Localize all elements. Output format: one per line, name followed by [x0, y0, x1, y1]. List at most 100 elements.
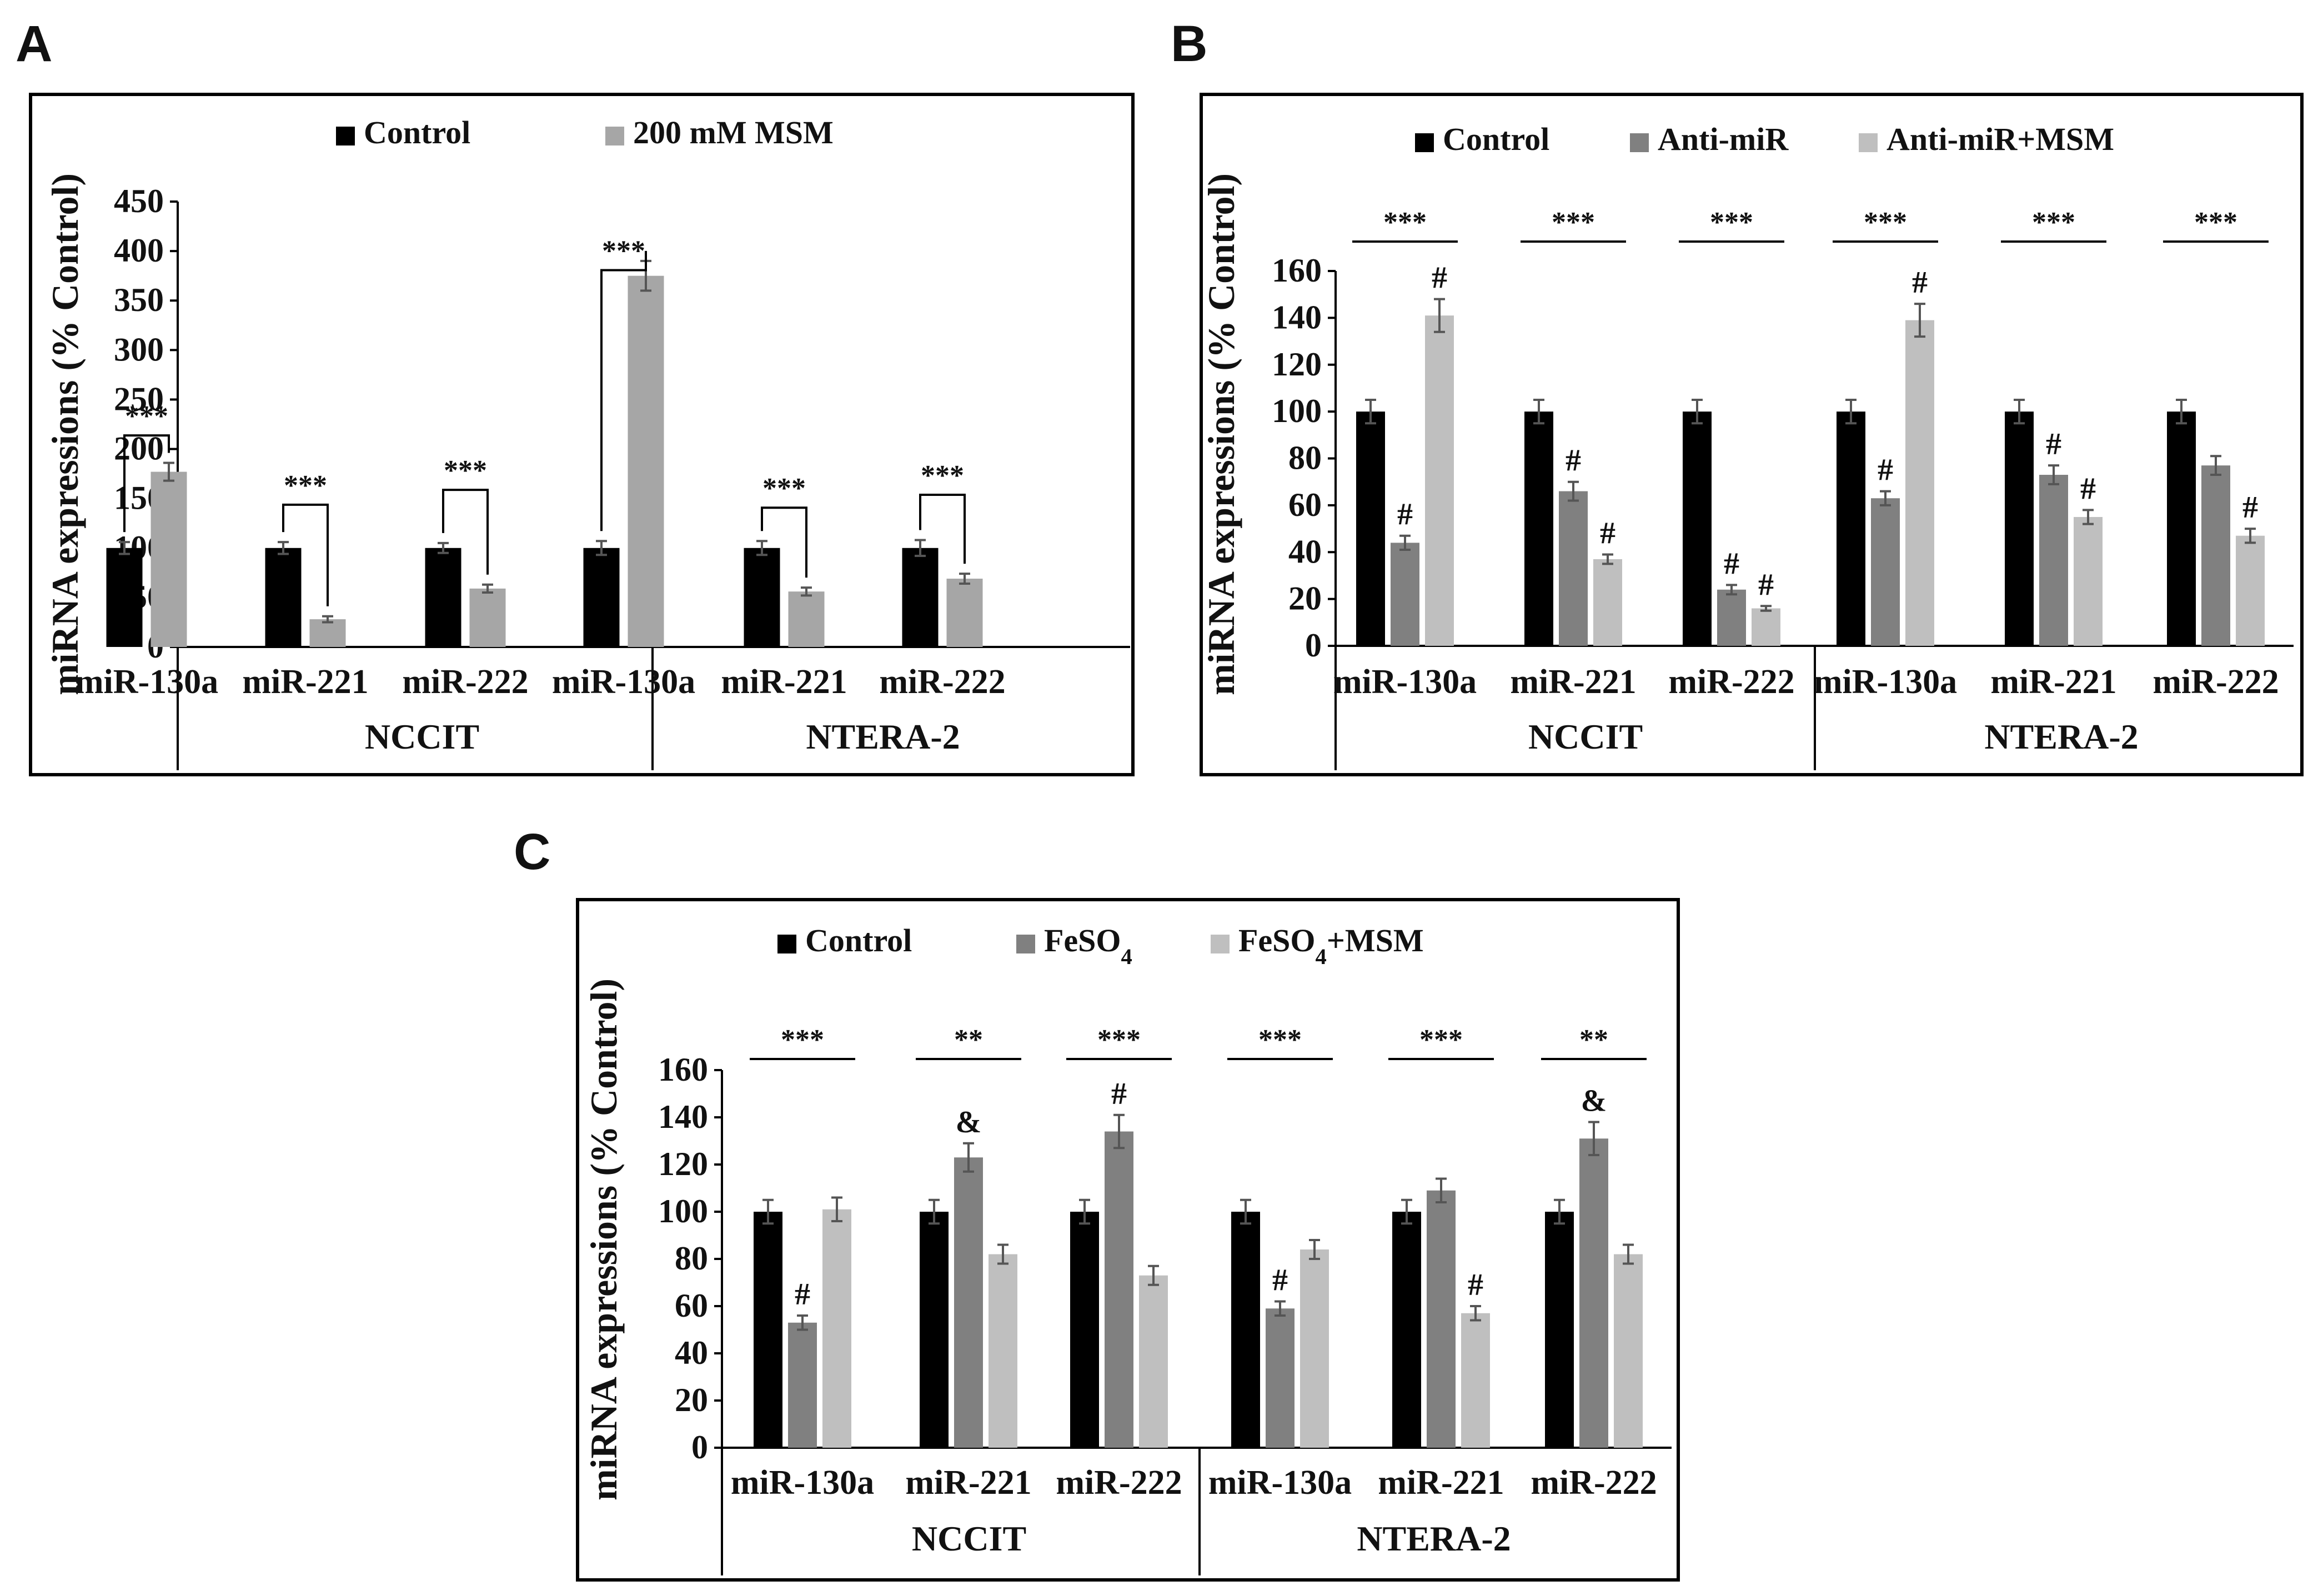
significance-stars: *** [1097, 1024, 1141, 1056]
legend-label: Anti-miR+MSM [1886, 121, 2114, 157]
y-tick-label: 80 [1288, 440, 1322, 476]
significance-stars: *** [1864, 207, 1907, 238]
significance-bracket [919, 494, 966, 564]
legend-label: Control [1443, 121, 1549, 157]
y-tick-label: 80 [675, 1240, 708, 1277]
significance-stars: *** [444, 455, 487, 486]
y-tick-label: 120 [1272, 346, 1322, 383]
bar-marker: # [1432, 261, 1447, 295]
category-label: miR-221 [242, 663, 368, 701]
bar [1837, 411, 1865, 646]
y-tick-label: 140 [1272, 299, 1322, 335]
bar [1524, 411, 1553, 646]
bar-marker: # [2080, 471, 2096, 506]
significance-stars: *** [1419, 1024, 1463, 1056]
significance-stars: ** [954, 1024, 983, 1056]
legend-label: 200 mM MSM [633, 114, 834, 150]
bar [265, 548, 302, 647]
significance-bracket [282, 503, 329, 606]
y-tick-label: 450 [114, 183, 164, 219]
significance-bracket [123, 434, 170, 533]
bar [1356, 411, 1385, 646]
bar-marker: # [2242, 490, 2258, 525]
category-label: miR-130a [1814, 663, 1957, 701]
bar [2167, 411, 2196, 646]
significance-stars: *** [2194, 207, 2237, 238]
significance-stars: *** [781, 1024, 824, 1056]
panel-frame [1200, 93, 2304, 776]
y-tick-label: 20 [1288, 580, 1322, 617]
y-tick-label: 250 [114, 380, 164, 417]
bar-marker: # [1468, 1268, 1483, 1302]
bar [1683, 411, 1712, 646]
significance-bracket [442, 489, 489, 575]
y-tick-label: 0 [1305, 627, 1322, 664]
bar [788, 1322, 817, 1448]
category-label: miR-222 [1668, 663, 1794, 701]
category-label: miR-130a [731, 1464, 874, 1502]
bar [788, 591, 825, 647]
legend-swatch [1859, 133, 1878, 152]
y-tick-label: 120 [658, 1146, 708, 1182]
bar [954, 1157, 983, 1448]
legend-swatch [336, 127, 355, 145]
y-tick-label: 350 [114, 282, 164, 318]
bar [754, 1212, 782, 1448]
category-label: miR-222 [402, 663, 528, 701]
bar [902, 548, 939, 647]
y-tick-label: 160 [658, 1051, 708, 1088]
y-axis-label: miRNA expressions (% Control) [583, 978, 625, 1500]
category-label: miR-130a [1333, 663, 1477, 701]
bar-marker: & [956, 1105, 982, 1140]
category-label: miR-221 [721, 663, 847, 701]
panel-frame [576, 898, 1680, 1582]
bar-marker: # [1758, 568, 1774, 602]
panel-c: C Control FeSO4 FeSO4+MSM 0 20 40 60 80 100 120 140… [514, 824, 1680, 1582]
legend-label: Control [364, 114, 470, 150]
bar [1425, 315, 1454, 646]
bar [583, 548, 620, 647]
bar [1300, 1249, 1329, 1448]
panel-letter: C [514, 824, 550, 880]
category-label: miR-130a [552, 663, 695, 701]
bar [2236, 535, 2265, 646]
bar [1391, 543, 1419, 646]
panel-frame [29, 93, 1135, 776]
bar-marker: # [1724, 546, 1739, 581]
y-tick-label: 400 [114, 232, 164, 269]
legend-label: Control [805, 922, 912, 958]
y-tick-label: 40 [675, 1334, 708, 1371]
significance-stars: *** [921, 460, 964, 491]
bar [1392, 1212, 1421, 1448]
significance-stars: *** [125, 400, 168, 432]
bar [106, 548, 143, 647]
legend-swatch [1016, 935, 1035, 953]
significance-stars: *** [602, 235, 645, 267]
significance-bracket [600, 250, 647, 531]
group-label: NCCIT [912, 1519, 1026, 1558]
bar [2005, 411, 2034, 646]
significance-stars: *** [2032, 207, 2075, 238]
legend-swatch [1211, 935, 1230, 953]
significance-stars: *** [1710, 207, 1753, 238]
y-tick-label: 60 [1288, 486, 1322, 523]
bar [469, 588, 506, 647]
significance-stars: *** [1258, 1024, 1302, 1056]
bar-marker: # [1111, 1077, 1127, 1111]
panel-letter: A [16, 16, 52, 72]
group-label: NTERA-2 [1984, 717, 2138, 756]
bar [309, 619, 346, 647]
bar [1579, 1138, 1608, 1448]
bar-marker: # [1912, 265, 1928, 300]
bar [2074, 516, 2103, 646]
y-axis-label: miRNA expressions (% Control) [1200, 173, 1242, 695]
y-axis-label: miRNA expressions (% Control) [44, 173, 86, 695]
category-label: miR-222 [1531, 1464, 1657, 1502]
bar [1105, 1131, 1133, 1448]
panel-b: B Control Anti-miR Anti-miR+MSM 0 20 40 60 80 100… [1171, 16, 2304, 776]
y-tick-label: 300 [114, 331, 164, 368]
category-label: miR-221 [1378, 1464, 1504, 1502]
bar [1593, 559, 1622, 646]
